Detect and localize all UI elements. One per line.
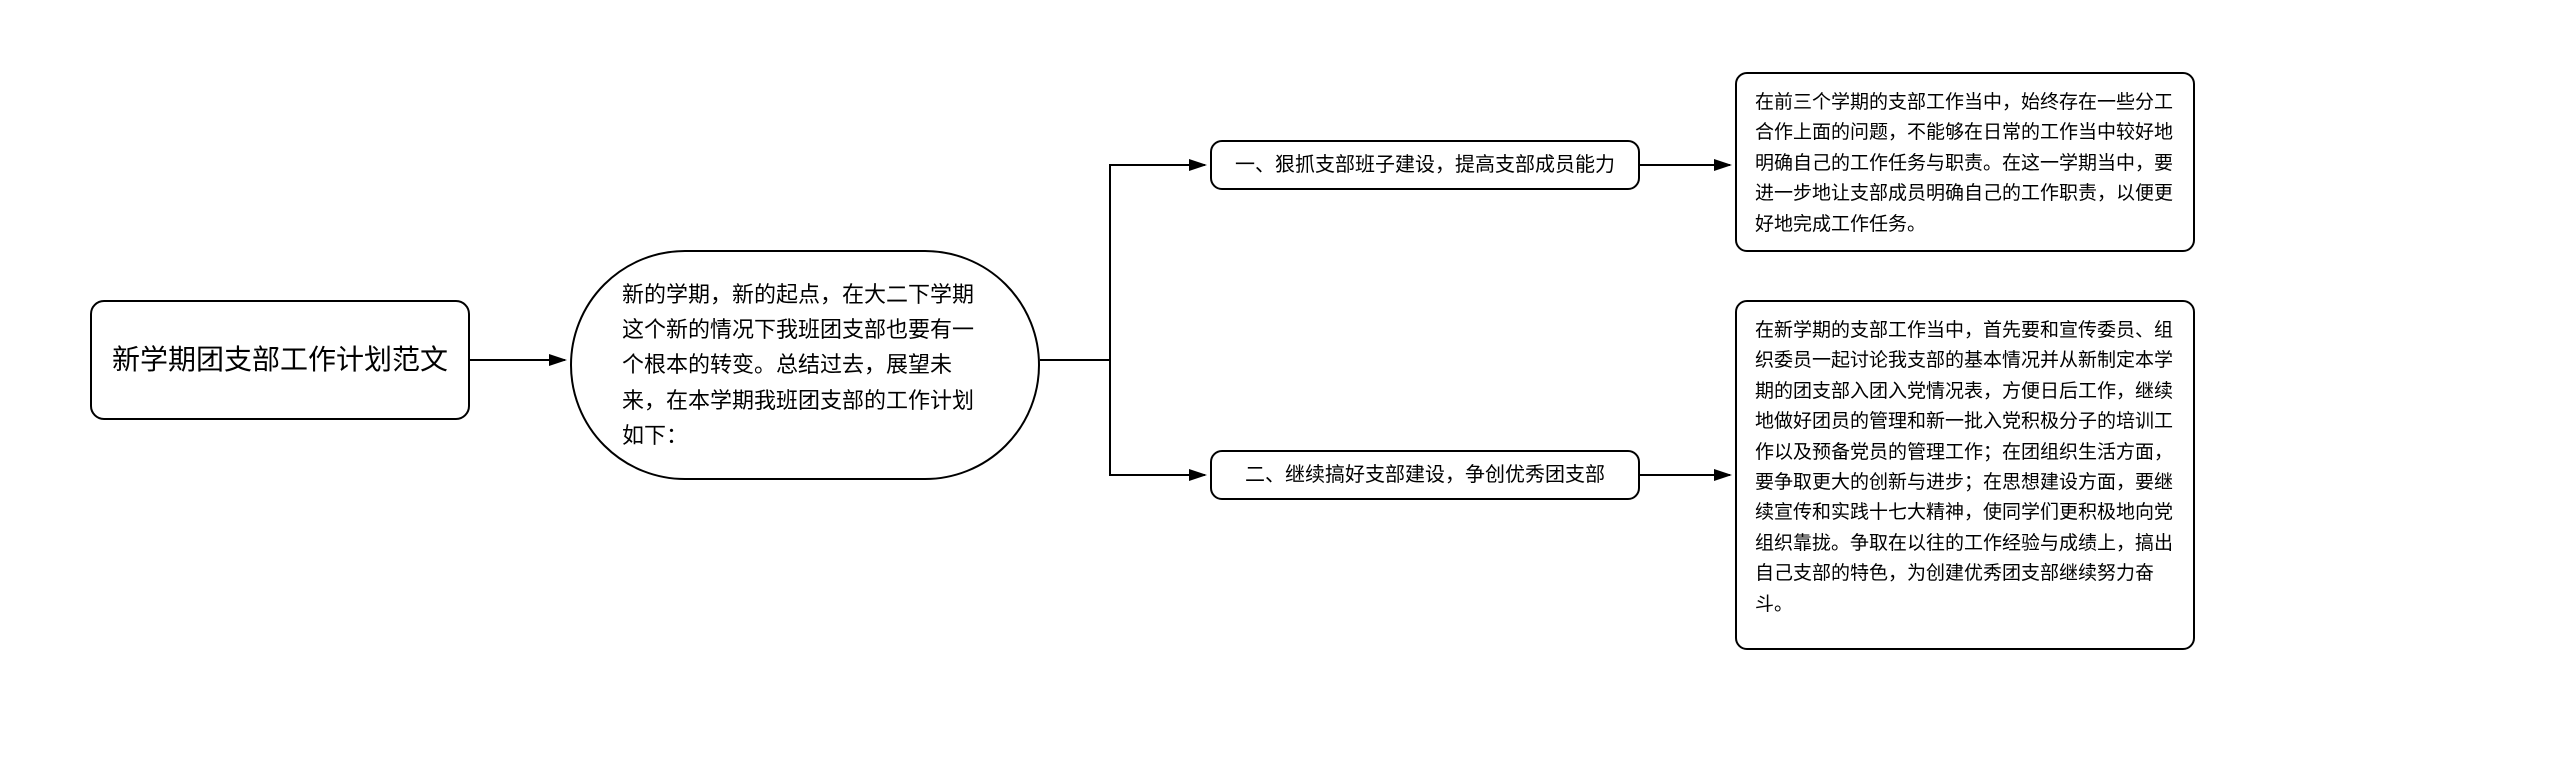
section-2-heading: 二、继续搞好支部建设，争创优秀团支部 [1210,450,1640,500]
section-2-detail-text: 在新学期的支部工作当中，首先要和宣传委员、组织委员一起讨论我支部的基本情况并从新… [1755,316,2175,620]
section-1-detail: 在前三个学期的支部工作当中，始终存在一些分工合作上面的问题，不能够在日常的工作当… [1735,72,2195,252]
section-2-detail: 在新学期的支部工作当中，首先要和宣传委员、组织委员一起讨论我支部的基本情况并从新… [1735,300,2195,650]
section-1-detail-text: 在前三个学期的支部工作当中，始终存在一些分工合作上面的问题，不能够在日常的工作当… [1755,88,2175,240]
root-node: 新学期团支部工作计划范文 [90,300,470,420]
section-2-heading-text: 二、继续搞好支部建设，争创优秀团支部 [1245,460,1605,490]
root-text: 新学期团支部工作计划范文 [112,340,448,379]
section-1-heading: 一、狠抓支部班子建设，提高支部成员能力 [1210,140,1640,190]
intro-text: 新的学期，新的起点，在大二下学期这个新的情况下我班团支部也要有一个根本的转变。总… [622,277,988,453]
intro-node: 新的学期，新的起点，在大二下学期这个新的情况下我班团支部也要有一个根本的转变。总… [570,250,1040,480]
section-1-heading-text: 一、狠抓支部班子建设，提高支部成员能力 [1235,150,1615,180]
